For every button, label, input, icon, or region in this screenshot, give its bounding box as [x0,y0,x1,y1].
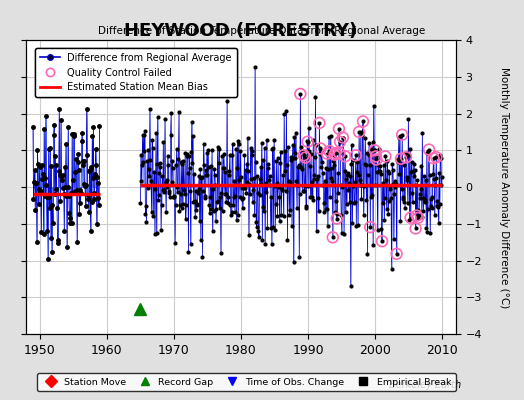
Point [413,215,422,221]
Point [336,138,344,145]
Y-axis label: Monthly Temperature Anomaly Difference (°C): Monthly Temperature Anomaly Difference (… [499,66,509,308]
Point [296,91,304,97]
Point [425,146,433,153]
Point [315,120,323,126]
Point [411,225,420,232]
Text: Berkeley Earth: Berkeley Earth [389,380,461,390]
Point [335,126,343,132]
Point [429,155,438,162]
Point [378,238,386,244]
Point [392,251,401,257]
Point [329,234,337,240]
Point [412,212,421,219]
Point [432,154,441,160]
Point [301,154,310,161]
Point [303,138,312,145]
Point [359,118,367,125]
Point [372,153,380,160]
Point [352,152,360,158]
Point [402,154,410,160]
Point [339,134,347,141]
Point [325,148,334,154]
Point [366,224,375,230]
Point [300,152,308,158]
Point [335,150,344,156]
Point [407,214,415,221]
Point [330,152,339,158]
Point [398,132,407,138]
Point [397,156,405,162]
Legend: Difference from Regional Average, Quality Control Failed, Estimated Station Mean: Difference from Regional Average, Qualit… [35,48,237,97]
Point [381,153,389,160]
Point [355,129,363,135]
Point [370,147,379,154]
Point [316,145,325,152]
Point [333,215,341,222]
Title: HEYWOOD (FORESTRY): HEYWOOD (FORESTRY) [124,22,358,40]
Point [331,150,340,156]
Point [372,156,380,163]
Point [323,150,331,157]
Point [341,153,350,160]
Text: Difference of Station Temperature Data from Regional Average: Difference of Station Temperature Data f… [99,26,425,36]
Legend: Station Move, Record Gap, Time of Obs. Change, Empirical Break: Station Move, Record Gap, Time of Obs. C… [37,373,456,391]
